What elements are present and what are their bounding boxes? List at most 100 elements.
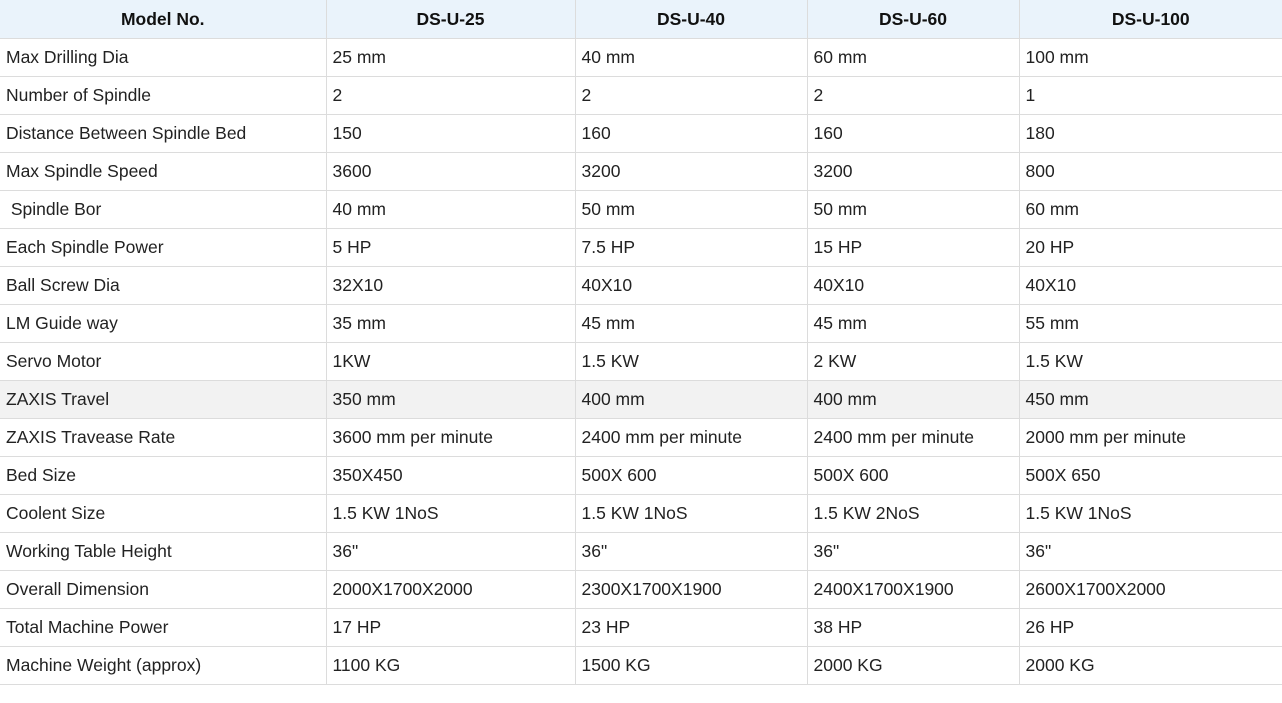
spec-value-cell: 45 mm	[574, 303, 808, 343]
table-row: Max Spindle Speed 3600 3200 3200 800	[0, 151, 1282, 191]
spec-value-cell: 36"	[806, 531, 1020, 571]
spec-value-cell: 38 HP	[806, 607, 1020, 647]
spec-value-cell: 180	[1018, 113, 1282, 153]
spec-label-cell: Overall Dimension	[0, 569, 327, 609]
spec-label-cell: Servo Motor	[0, 341, 327, 381]
spec-value-cell: 40 mm	[574, 37, 808, 77]
spec-value-cell: 1.5 KW 1NoS	[574, 493, 808, 533]
spec-value-cell: 1500 KG	[574, 645, 808, 685]
spec-value-cell: 25 mm	[325, 37, 576, 77]
spec-value-cell: 26 HP	[1018, 607, 1282, 647]
header-cell-model: DS-U-60	[806, 0, 1020, 39]
spec-value-cell: 150	[325, 113, 576, 153]
spec-value-cell: 2400 mm per minute	[574, 417, 808, 457]
spec-value-cell: 36"	[1018, 531, 1282, 571]
spec-value-cell: 2	[574, 75, 808, 115]
table-row: Spindle Bor 40 mm 50 mm 50 mm 60 mm	[0, 189, 1282, 229]
header-row: Model No. DS-U-25 DS-U-40 DS-U-60 DS-U-1…	[0, 0, 1282, 39]
spec-value-cell: 500X 650	[1018, 455, 1282, 495]
spec-value-cell: 1.5 KW 1NoS	[1018, 493, 1282, 533]
spec-value-cell: 40X10	[806, 265, 1020, 305]
spec-value-cell: 50 mm	[574, 189, 808, 229]
spec-value-cell: 160	[574, 113, 808, 153]
spec-value-cell: 500X 600	[806, 455, 1020, 495]
table-row: LM Guide way 35 mm 45 mm 45 mm 55 mm	[0, 303, 1282, 343]
spec-value-cell: 60 mm	[1018, 189, 1282, 229]
spec-label-cell: ZAXIS Travease Rate	[0, 417, 327, 457]
spec-value-cell: 1.5 KW	[574, 341, 808, 381]
spec-value-cell: 2000 KG	[806, 645, 1020, 685]
spec-value-cell: 20 HP	[1018, 227, 1282, 267]
spec-label-cell: Coolent Size	[0, 493, 327, 533]
table-row: Servo Motor 1KW 1.5 KW 2 KW 1.5 KW	[0, 341, 1282, 381]
spec-value-cell: 3600 mm per minute	[325, 417, 576, 457]
spec-label-cell: Machine Weight (approx)	[0, 645, 327, 685]
spec-label-cell: Each Spindle Power	[0, 227, 327, 267]
table-row: Coolent Size 1.5 KW 1NoS 1.5 KW 1NoS 1.5 KW…	[0, 493, 1282, 533]
table-row: Bed Size 350X450 500X 600 500X 600 500X 650	[0, 455, 1282, 495]
spec-label-cell: Working Table Height	[0, 531, 327, 571]
spec-label-cell: Spindle Bor	[0, 189, 327, 229]
spec-value-cell: 350 mm	[325, 379, 576, 419]
spec-value-cell: 3200	[806, 151, 1020, 191]
spec-value-cell: 350X450	[325, 455, 576, 495]
spec-label-cell: Bed Size	[0, 455, 327, 495]
spec-value-cell: 40X10	[574, 265, 808, 305]
spec-label-cell: Max Drilling Dia	[0, 37, 327, 77]
spec-value-cell: 50 mm	[806, 189, 1020, 229]
spec-table-body: Max Drilling Dia 25 mm 40 mm 60 mm 100 mm Num…	[0, 37, 1282, 685]
table-row: Each Spindle Power 5 HP 7.5 HP 15 HP 20 HP	[0, 227, 1282, 267]
spec-table-header: Model No. DS-U-25 DS-U-40 DS-U-60 DS-U-1…	[0, 0, 1282, 39]
header-cell-model: DS-U-25	[325, 0, 576, 39]
spec-value-cell: 17 HP	[325, 607, 576, 647]
spec-value-cell: 1KW	[325, 341, 576, 381]
spec-value-cell: 7.5 HP	[574, 227, 808, 267]
spec-value-cell: 3600	[325, 151, 576, 191]
table-row: Distance Between Spindle Bed 150 160 160 180	[0, 113, 1282, 153]
spec-value-cell: 2	[325, 75, 576, 115]
spec-value-cell: 2000 mm per minute	[1018, 417, 1282, 457]
table-row: Machine Weight (approx) 1100 KG 1500 KG 200…	[0, 645, 1282, 685]
spec-value-cell: 1100 KG	[325, 645, 576, 685]
spec-value-cell: 36"	[325, 531, 576, 571]
spec-value-cell: 400 mm	[806, 379, 1020, 419]
spec-value-cell: 100 mm	[1018, 37, 1282, 77]
header-cell-model: DS-U-100	[1018, 0, 1282, 39]
spec-label-cell: Ball Screw Dia	[0, 265, 327, 305]
spec-value-cell: 40X10	[1018, 265, 1282, 305]
spec-value-cell: 160	[806, 113, 1020, 153]
table-row: Working Table Height 36" 36" 36" 36"	[0, 531, 1282, 571]
spec-value-cell: 32X10	[325, 265, 576, 305]
table-row: Total Machine Power 17 HP 23 HP 38 HP 26 HP	[0, 607, 1282, 647]
spec-value-cell: 800	[1018, 151, 1282, 191]
spec-value-cell: 2600X1700X2000	[1018, 569, 1282, 609]
spec-value-cell: 450 mm	[1018, 379, 1282, 419]
spec-value-cell: 36"	[574, 531, 808, 571]
spec-value-cell: 1.5 KW	[1018, 341, 1282, 381]
spec-table: Model No. DS-U-25 DS-U-40 DS-U-60 DS-U-1…	[0, 0, 1282, 685]
spec-value-cell: 2	[806, 75, 1020, 115]
spec-value-cell: 1	[1018, 75, 1282, 115]
spec-value-cell: 400 mm	[574, 379, 808, 419]
spec-value-cell: 40 mm	[325, 189, 576, 229]
spec-value-cell: 1.5 KW 2NoS	[806, 493, 1020, 533]
table-row: Max Drilling Dia 25 mm 40 mm 60 mm 100 mm	[0, 37, 1282, 77]
table-row: ZAXIS Travease Rate 3600 mm per minute 240…	[0, 417, 1282, 457]
table-row: Overall Dimension 2000X1700X2000 2300X1700…	[0, 569, 1282, 609]
spec-value-cell: 2300X1700X1900	[574, 569, 808, 609]
table-row: ZAXIS Travel 350 mm 400 mm 400 mm 450 mm	[0, 379, 1282, 419]
spec-label-cell: Distance Between Spindle Bed	[0, 113, 327, 153]
spec-value-cell: 23 HP	[574, 607, 808, 647]
spec-label-cell: ZAXIS Travel	[0, 379, 327, 419]
spec-value-cell: 2 KW	[806, 341, 1020, 381]
header-cell-model: DS-U-40	[574, 0, 808, 39]
spec-label-cell: Total Machine Power	[0, 607, 327, 647]
table-row: Ball Screw Dia 32X10 40X10 40X10 40X10	[0, 265, 1282, 305]
spec-label-cell: Max Spindle Speed	[0, 151, 327, 191]
spec-value-cell: 500X 600	[574, 455, 808, 495]
spec-value-cell: 2400X1700X1900	[806, 569, 1020, 609]
spec-value-cell: 15 HP	[806, 227, 1020, 267]
spec-value-cell: 2000X1700X2000	[325, 569, 576, 609]
spec-value-cell: 2000 KG	[1018, 645, 1282, 685]
spec-value-cell: 60 mm	[806, 37, 1020, 77]
